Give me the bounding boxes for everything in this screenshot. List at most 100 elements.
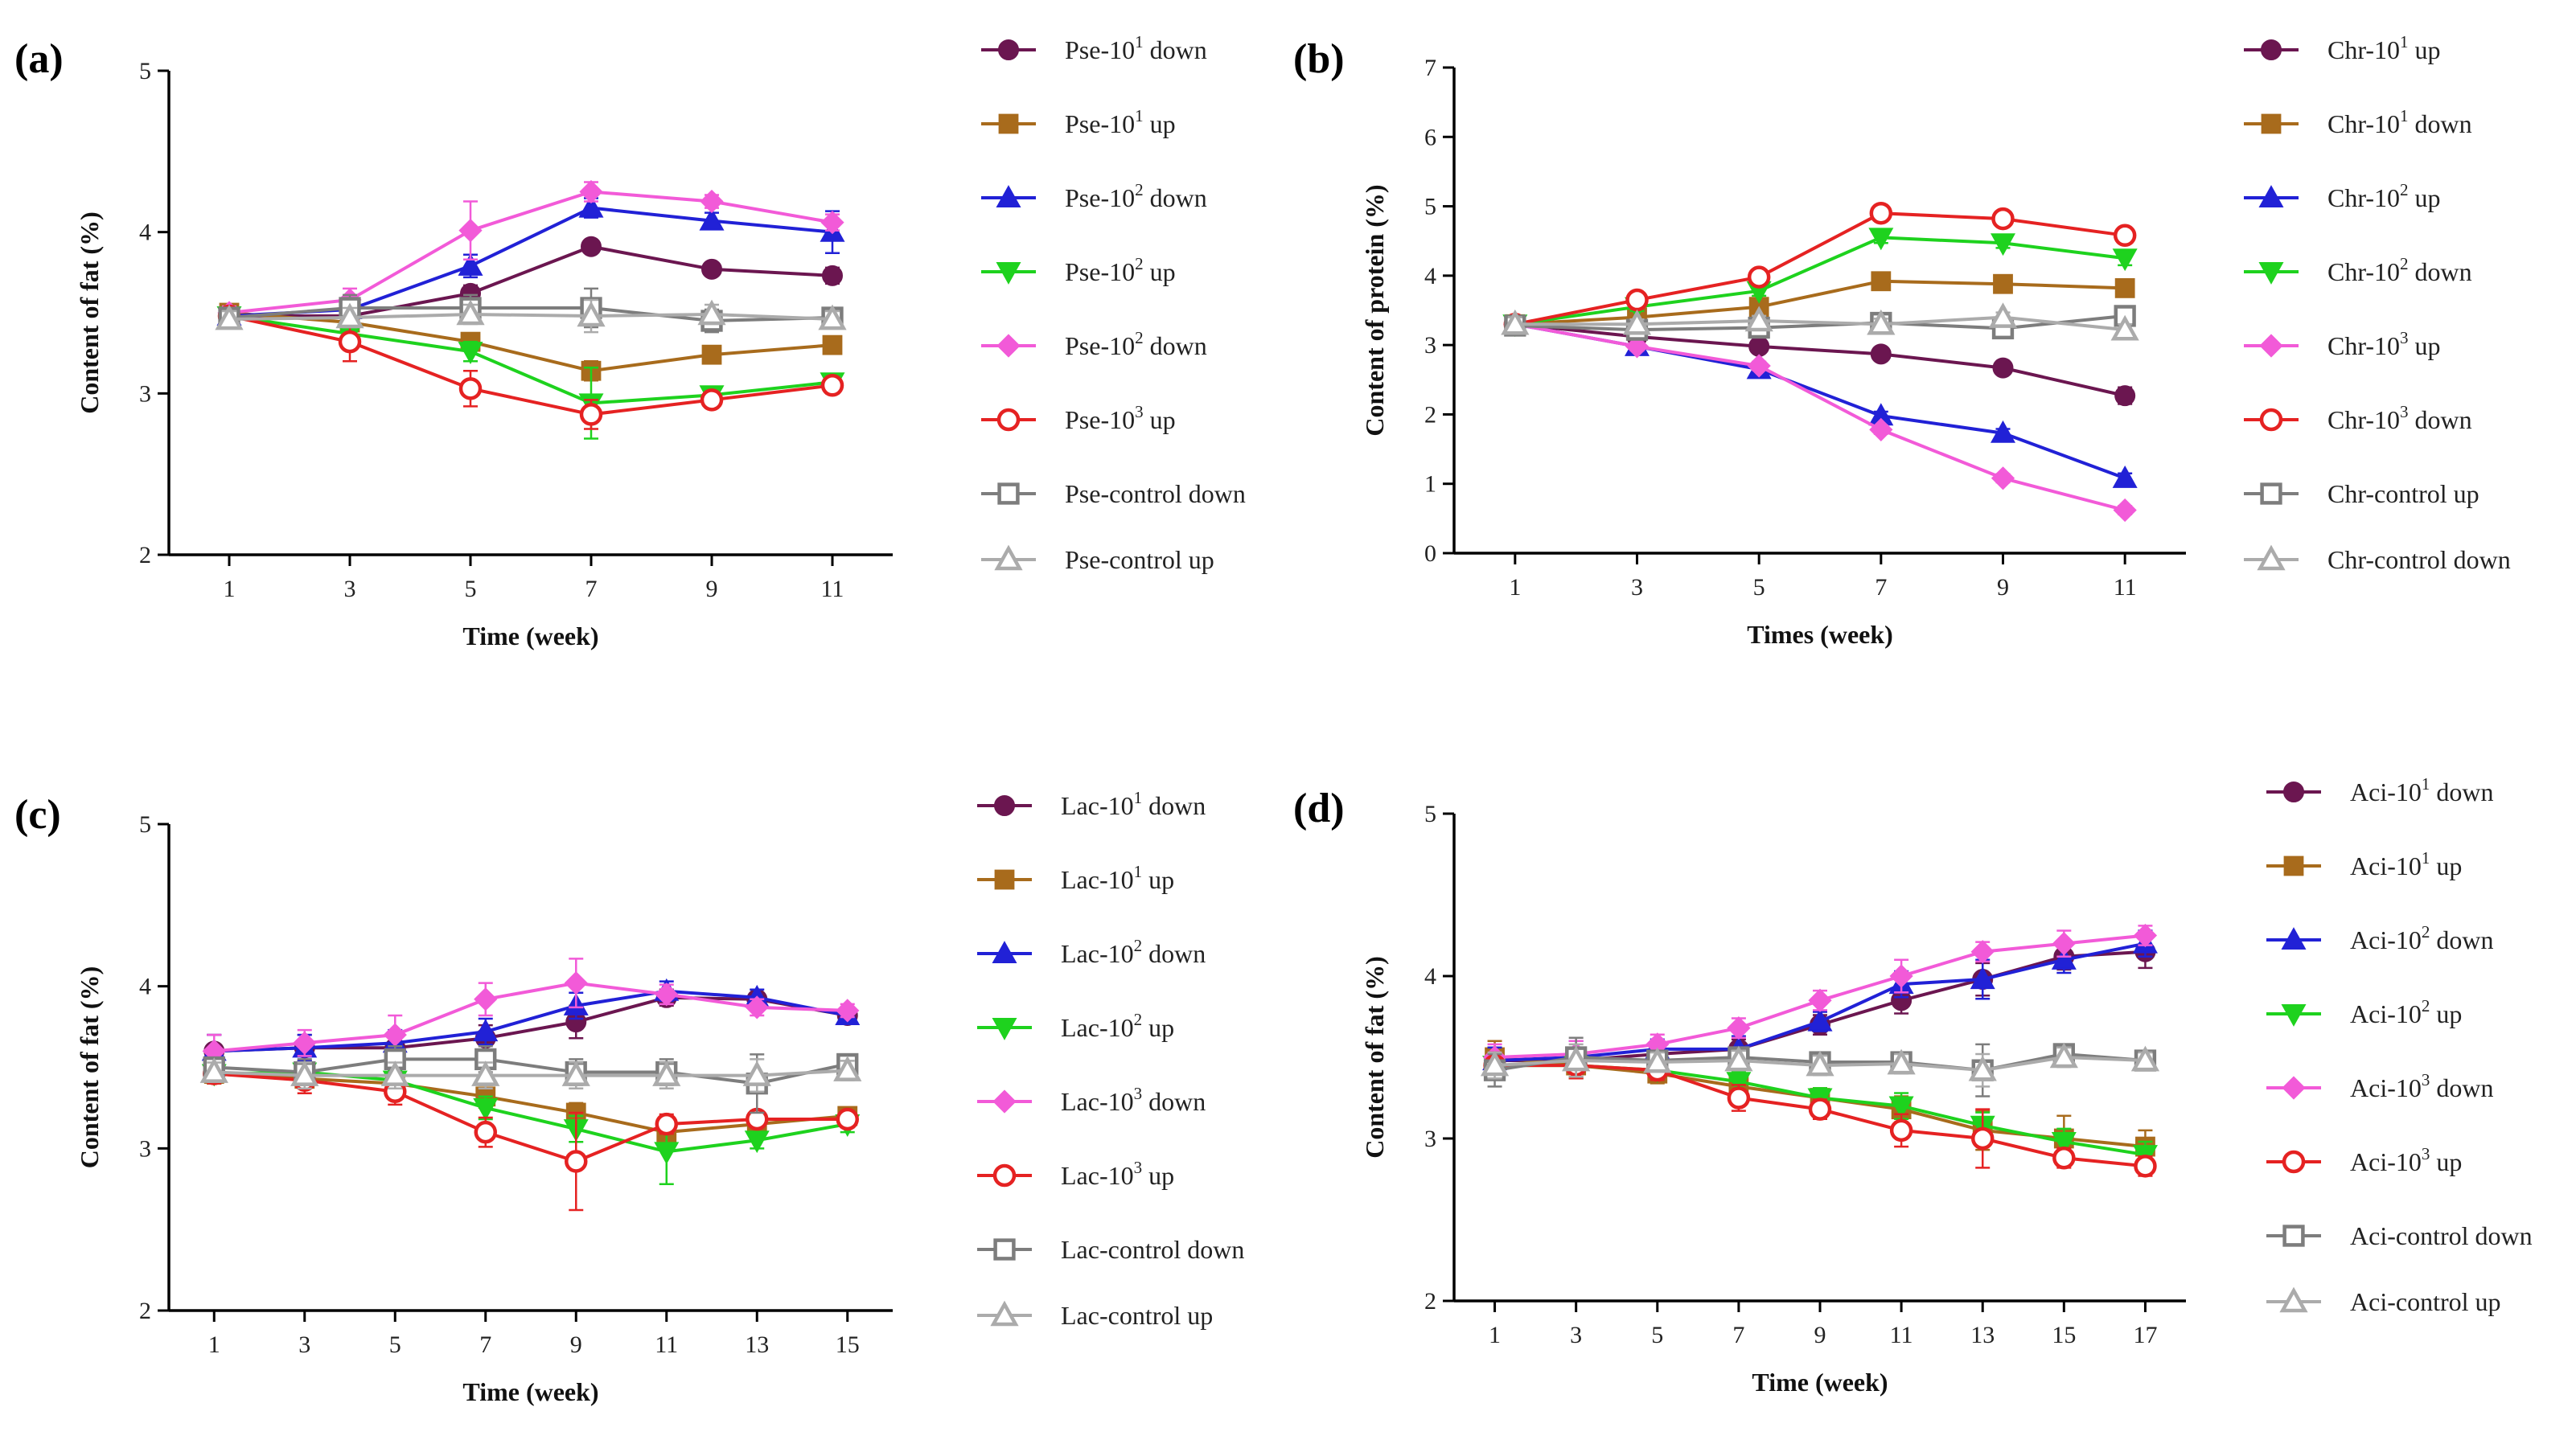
series-line <box>1514 211 2126 326</box>
data-point <box>818 304 847 330</box>
y-axis-title: Content of fat (%) <box>1360 956 1389 1159</box>
x-tick-label: 5 <box>465 576 477 602</box>
data-point <box>2134 1155 2157 1178</box>
x-tick-label: 9 <box>1997 574 2009 601</box>
legend-marker <box>996 334 1021 358</box>
series-line <box>1514 322 2126 480</box>
data-point <box>1868 228 1894 251</box>
legend-marker <box>2282 1076 2306 1100</box>
data-point <box>458 377 483 400</box>
legend-marker <box>994 869 1015 890</box>
data-point <box>1970 1126 1995 1151</box>
legend-marker <box>996 408 1021 432</box>
x-tick-label: 3 <box>1631 574 1643 601</box>
series-5 <box>1503 201 2137 336</box>
legend-entry: Lac-101 up <box>977 862 1174 894</box>
data-point <box>699 207 725 231</box>
legend-marker <box>2283 782 2304 802</box>
x-tick-label: 1 <box>208 1331 220 1358</box>
data-point <box>338 330 362 354</box>
legend-label: Aci-102 down <box>2350 922 2493 954</box>
data-point <box>473 1097 499 1121</box>
x-tick-label: 5 <box>389 1331 401 1358</box>
data-point <box>1747 265 1771 289</box>
legend-entry: Aci-103 up <box>2266 1144 2462 1176</box>
legend-marker <box>2261 113 2282 134</box>
legend-entry: Chr-control up <box>2244 479 2479 508</box>
data-point <box>655 983 679 1007</box>
legend-marker <box>2259 334 2283 358</box>
data-point <box>697 299 726 326</box>
y-tick-label: 2 <box>1424 401 1436 428</box>
data-point <box>1808 1097 1832 1121</box>
series-line <box>214 1069 848 1077</box>
legend-label: Lac-101 down <box>1061 788 1206 820</box>
x-axis-title: Time (week) <box>1752 1368 1888 1397</box>
data-point <box>836 1107 859 1131</box>
data-point <box>458 252 483 276</box>
series-line <box>214 1072 848 1134</box>
series-7 <box>1501 302 2139 341</box>
legend-label: Chr-102 down <box>2327 254 2472 286</box>
legend-marker <box>2282 1150 2306 1174</box>
data-point <box>1622 309 1652 335</box>
data-point <box>1744 306 1773 332</box>
series-7 <box>199 1056 862 1093</box>
data-point <box>833 1056 862 1081</box>
legend-entry: Chr-102 up <box>2244 180 2441 212</box>
x-axis-title: Times (week) <box>1747 620 1893 649</box>
series-line <box>228 313 833 322</box>
series-5 <box>217 304 844 430</box>
legend-marker <box>2261 39 2282 60</box>
data-point <box>2052 931 2076 956</box>
x-tick-label: 15 <box>2052 1322 2076 1348</box>
y-tick-label: 5 <box>139 811 151 838</box>
data-point <box>199 1057 228 1083</box>
legend-entry: Aci-101 down <box>2266 774 2493 806</box>
legend-label: Chr-103 down <box>2327 402 2472 434</box>
legend-entry: Lac-103 down <box>977 1084 1206 1116</box>
y-tick-label: 5 <box>1424 194 1436 220</box>
series-line <box>228 314 833 416</box>
data-point <box>1625 288 1649 312</box>
series-3 <box>216 306 845 440</box>
data-point <box>1867 309 1896 335</box>
x-tick-label: 9 <box>706 576 718 602</box>
legend-entry: Aci-control up <box>2266 1286 2501 1316</box>
data-point <box>1807 1008 1833 1032</box>
y-tick-label: 4 <box>139 219 151 246</box>
data-point <box>1889 1118 1913 1143</box>
y-axis-title: Content of protein (%) <box>1360 184 1389 436</box>
data-point <box>700 388 724 412</box>
data-point <box>2112 248 2138 272</box>
legend-label: Pse-102 up <box>1065 254 1176 286</box>
data-point <box>1727 1016 1751 1040</box>
legend-label: Aci-control down <box>2350 1221 2533 1250</box>
data-point <box>655 1112 678 1136</box>
x-tick-label: 7 <box>1875 574 1887 601</box>
series-line <box>214 981 848 1053</box>
data-point <box>1870 343 1892 365</box>
data-point <box>2114 385 2136 407</box>
x-tick-label: 11 <box>821 576 844 602</box>
legend-marker <box>2281 1003 2307 1027</box>
legend-label: Aci-control up <box>2350 1287 2501 1316</box>
legend-label: Lac-103 down <box>1061 1084 1206 1116</box>
data-point <box>1887 1048 1916 1075</box>
data-point <box>1480 1050 1510 1077</box>
x-tick-label: 7 <box>585 576 598 602</box>
legend-marker <box>2279 1286 2308 1313</box>
x-tick-label: 7 <box>479 1331 491 1358</box>
legend-entry: Aci-101 up <box>2266 848 2462 880</box>
data-point <box>2112 465 2138 488</box>
legend-label: Pse-102 down <box>1065 328 1207 360</box>
data-point <box>1727 1086 1751 1110</box>
panel-label: (b) <box>1293 36 1345 82</box>
legend-entry: Pse-102 down <box>981 328 1207 360</box>
data-point <box>1991 233 2015 256</box>
data-point <box>742 1061 771 1086</box>
legend-entry: Pse-103 up <box>981 402 1176 434</box>
series-line <box>229 244 833 318</box>
